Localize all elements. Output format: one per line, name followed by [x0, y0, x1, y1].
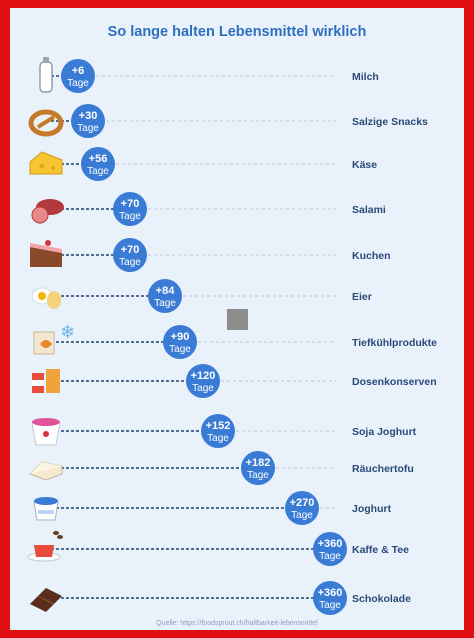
value-label: +56 — [89, 153, 108, 165]
value-label: +70 — [121, 198, 140, 210]
value-bubble — [313, 532, 347, 566]
value-bubble — [148, 279, 182, 313]
yogurt-icon — [33, 497, 59, 521]
value-bubble — [313, 581, 347, 615]
unit-label: Tage — [154, 298, 176, 309]
soy-yogurt-icon — [31, 418, 61, 446]
unit-label: Tage — [319, 600, 341, 611]
value-label: +84 — [156, 285, 176, 297]
salami-icon — [31, 199, 64, 224]
milk-bottle-icon — [39, 57, 53, 93]
cheese-icon — [29, 151, 63, 175]
value-bubble — [186, 364, 220, 398]
category-label: Dosenkonserven — [352, 376, 437, 388]
category-label: Salami — [352, 204, 386, 216]
svg-text:❄: ❄ — [60, 322, 75, 343]
source-note: Quelle: https://foodsprout.ch/haltbarkei… — [156, 620, 318, 627]
category-label: Soja Joghurt — [352, 426, 417, 438]
unit-label: Tage — [67, 78, 89, 89]
value-label: +182 — [246, 457, 271, 469]
coffee-tea-icon — [27, 531, 63, 562]
infographic-panel: So lange halten Lebensmittel wirklich +6… — [10, 8, 464, 630]
unit-label: Tage — [319, 551, 341, 562]
category-label: Käse — [352, 159, 377, 171]
category-label: Eier — [352, 291, 372, 303]
category-label: Kaffe & Tee — [352, 544, 409, 556]
frozen-food-icon: ❄ — [33, 322, 75, 355]
unit-label: Tage — [119, 211, 141, 222]
value-label: +120 — [191, 370, 216, 382]
category-label: Räuchertofu — [352, 463, 414, 475]
value-label: +360 — [318, 587, 343, 599]
category-label: Joghurt — [352, 503, 392, 515]
cake-icon — [30, 240, 62, 267]
value-label: +30 — [79, 110, 98, 122]
unit-label: Tage — [77, 123, 99, 134]
pretzel-icon — [28, 109, 64, 137]
chocolate-icon — [30, 588, 62, 612]
value-bubble — [201, 414, 235, 448]
egg-icon — [31, 287, 61, 309]
category-label: Salzige Snacks — [352, 116, 428, 128]
smoked-tofu-icon — [29, 461, 63, 481]
category-label: Kuchen — [352, 250, 391, 262]
value-label: +152 — [206, 420, 231, 432]
canned-food-icon — [32, 369, 60, 393]
value-bubble — [81, 147, 115, 181]
unit-label: Tage — [192, 383, 214, 394]
unit-label: Tage — [87, 166, 109, 177]
value-label: +70 — [121, 244, 140, 256]
gray-square-marker — [227, 309, 248, 330]
value-bubble — [113, 192, 147, 226]
category-label: Tiefkühlprodukte — [352, 337, 437, 349]
value-bubble — [61, 59, 95, 93]
unit-label: Tage — [291, 510, 313, 521]
value-label: +360 — [318, 538, 343, 550]
unit-label: Tage — [207, 433, 229, 444]
unit-label: Tage — [247, 470, 269, 481]
value-bubble — [285, 491, 319, 525]
category-label: Schokolade — [352, 593, 411, 605]
value-bubble — [163, 325, 197, 359]
category-label: Milch — [352, 71, 379, 83]
value-label: +90 — [171, 331, 190, 343]
value-bubble — [113, 238, 147, 272]
value-bubble — [241, 451, 275, 485]
value-bubble — [71, 104, 105, 138]
unit-label: Tage — [169, 344, 191, 355]
unit-label: Tage — [119, 257, 141, 268]
value-label: +6 — [72, 65, 85, 77]
value-label: +270 — [290, 497, 315, 509]
chart-title: So lange halten Lebensmittel wirklich — [107, 24, 367, 40]
